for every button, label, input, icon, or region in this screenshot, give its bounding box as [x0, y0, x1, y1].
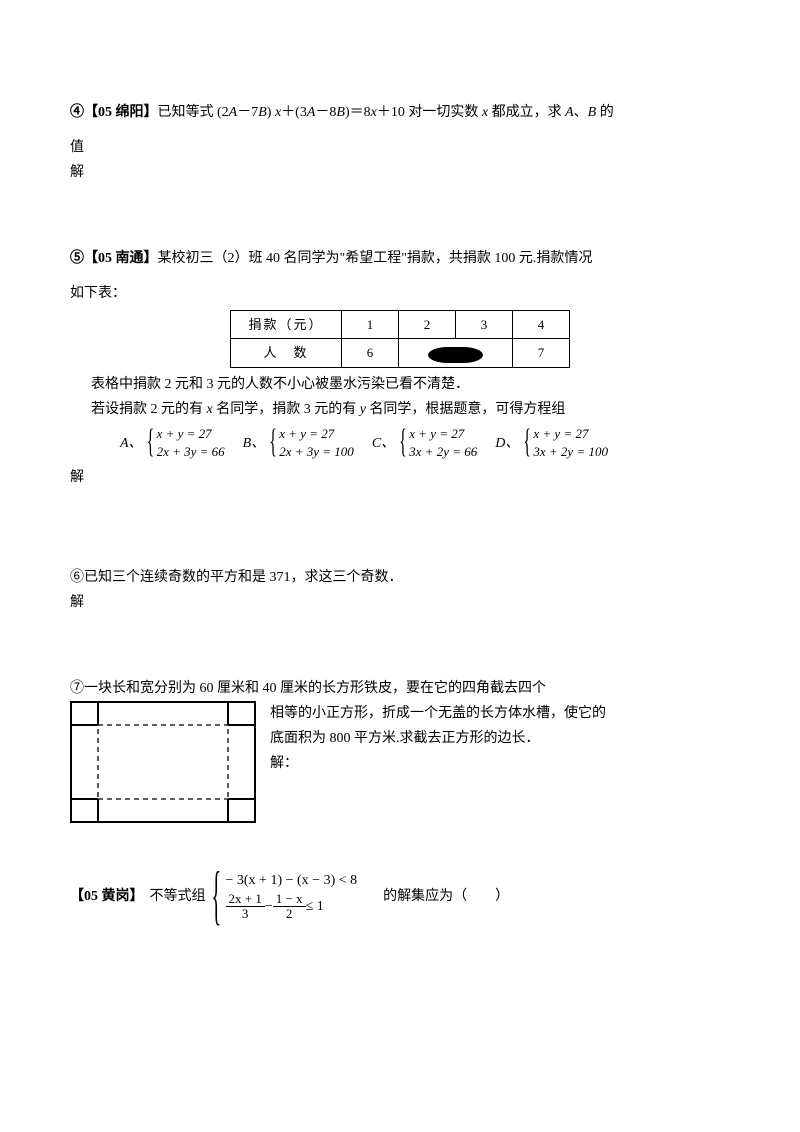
- q5-t2: 如下表：: [70, 281, 730, 306]
- q4-t10: 的: [596, 105, 614, 120]
- frac1: 2x + 1 3: [226, 892, 265, 920]
- choice-b: B、 x + y = 27 2x + 3y = 100: [243, 426, 354, 461]
- th-1: 1: [342, 310, 399, 338]
- q4-t3: ): [267, 105, 275, 120]
- spacer: [70, 186, 730, 246]
- f2n: 1 − x: [273, 892, 306, 907]
- label-c: C、: [372, 431, 395, 456]
- th-label: 捐款（元）: [231, 310, 342, 338]
- q4-t4: ＋(3: [281, 105, 307, 120]
- q4-t7: ＋10 对一切实数: [377, 105, 482, 120]
- a-r2: 2x + 3y = 66: [157, 444, 225, 459]
- ineq-row1: − 3(x + 1) − (x − 3) < 8: [226, 873, 358, 888]
- q4-line3: 解: [70, 160, 730, 185]
- ineq-row2: 2x + 1 3 − 1 − x 2 ≤ 1: [226, 892, 358, 920]
- spacer: [70, 616, 730, 676]
- c-r1: x + y = 27: [409, 426, 464, 441]
- minus: −: [265, 899, 273, 914]
- q4-A1: A: [229, 105, 238, 120]
- th-3: 3: [456, 310, 513, 338]
- d-r1: x + y = 27: [533, 426, 588, 441]
- q4-t5: －8: [315, 105, 336, 120]
- sys-d: x + y = 27 3x + 2y = 100: [523, 426, 608, 461]
- q8-t1: 不等式组: [150, 884, 206, 909]
- sys-c: x + y = 27 3x + 2y = 66: [399, 426, 477, 461]
- f1d: 3: [226, 907, 265, 921]
- label-d: D、: [495, 431, 519, 456]
- q5-prefix: ⑤【05 南通】: [70, 251, 158, 266]
- spacer: [70, 490, 730, 565]
- choice-d: D、 x + y = 27 3x + 2y = 100: [495, 426, 608, 461]
- q8-prefix: 【05 黄岗】: [70, 884, 144, 909]
- q4-t9: 、: [574, 105, 588, 120]
- td-1: 6: [342, 339, 399, 367]
- label-a: A、: [120, 431, 143, 456]
- sys-b: x + y = 27 2x + 3y = 100: [269, 426, 354, 461]
- choice-c: C、 x + y = 27 3x + 2y = 66: [372, 426, 477, 461]
- a-r1: x + y = 27: [157, 426, 212, 441]
- q7-b3: 解：: [270, 751, 730, 776]
- q4-B1: B: [258, 105, 267, 120]
- question-7-line1: ⑦一块长和宽分别为 60 厘米和 40 厘米的长方形铁皮，要在它的四角截去四个: [70, 676, 730, 701]
- question-6: ⑥已知三个连续奇数的平方和是 371，求这三个奇数．: [70, 565, 730, 590]
- td-4: 7: [513, 339, 570, 367]
- q5-n2c: 名同学，根据题意，可得方程组: [366, 402, 566, 417]
- question-7-body: 相等的小正方形，折成一个无盖的长方体水槽，使它的 底面积为 800 平方米.求截…: [70, 701, 730, 823]
- q4-t2: －7: [237, 105, 258, 120]
- q4-line2: 值: [70, 135, 730, 160]
- question-5: ⑤【05 南通】某校初三（2）班 40 名同学为"希望工程"捐款，共捐款 100…: [70, 246, 730, 271]
- q5-choices: A、 x + y = 27 2x + 3y = 66 B、 x + y = 27…: [120, 426, 730, 461]
- q5-ans: 解: [70, 465, 730, 490]
- q7-b2: 底面积为 800 平方米.求截去正方形的边长．: [270, 726, 730, 751]
- f1n: 2x + 1: [226, 892, 265, 907]
- q7-text: 相等的小正方形，折成一个无盖的长方体水槽，使它的 底面积为 800 平方米.求截…: [270, 701, 730, 777]
- question-4: ④【05 绵阳】已知等式 (2A－7B) x＋(3A－8B)＝8x＋10 对一切…: [70, 100, 730, 125]
- c-r2: 3x + 2y = 66: [409, 444, 477, 459]
- label-b: B、: [243, 431, 266, 456]
- ink-blot-icon: [428, 347, 483, 363]
- q4-t8: 都成立，求: [488, 105, 565, 120]
- th-4: 4: [513, 310, 570, 338]
- q5-n2b: 名同学，捐款 3 元的有: [213, 402, 360, 417]
- th-2: 2: [399, 310, 456, 338]
- q5-t1: 某校初三（2）班 40 名同学为"希望工程"捐款，共捐款 100 元.捐款情况: [158, 251, 593, 266]
- q4-A3: A: [565, 105, 574, 120]
- td-blot: [399, 339, 513, 367]
- tail2: ≤ 1: [306, 899, 324, 914]
- q4-t1: 已知等式 (2: [158, 105, 229, 120]
- inequality-system: − 3(x + 1) − (x − 3) < 8 2x + 1 3 − 1 − …: [212, 873, 358, 921]
- sys-a: x + y = 27 2x + 3y = 66: [147, 426, 225, 461]
- choice-a: A、 x + y = 27 2x + 3y = 66: [120, 426, 225, 461]
- q5-note2: 若设捐款 2 元的有 x 名同学，捐款 3 元的有 y 名同学，根据题意，可得方…: [70, 397, 730, 422]
- q4-B3: B: [588, 105, 597, 120]
- q4-B2: B: [336, 105, 345, 120]
- q6-ans: 解: [70, 590, 730, 615]
- q5-note1: 表格中捐款 2 元和 3 元的人数不小心被墨水污染已看不清楚．: [70, 372, 730, 397]
- td-label: 人 数: [231, 339, 342, 367]
- rectangle-cutout-diagram: [70, 701, 256, 823]
- q4-t6: )＝8: [345, 105, 371, 120]
- q5-n2a: 若设捐款 2 元的有: [91, 402, 207, 417]
- page-content: ④【05 绵阳】已知等式 (2A－7B) x＋(3A－8B)＝8x＋10 对一切…: [0, 0, 800, 961]
- table-row: 人 数 6 7: [231, 339, 570, 367]
- frac2: 1 − x 2: [273, 892, 306, 920]
- b-r2: 2x + 3y = 100: [279, 444, 354, 459]
- table-row: 捐款（元） 1 2 3 4: [231, 310, 570, 338]
- d-r2: 3x + 2y = 100: [533, 444, 608, 459]
- q7-b1: 相等的小正方形，折成一个无盖的长方体水槽，使它的: [270, 701, 730, 726]
- b-r1: x + y = 27: [279, 426, 334, 441]
- q8-t2: 的解集应为（ ）: [383, 884, 509, 909]
- f2d: 2: [273, 907, 306, 921]
- question-8: 【05 黄岗】 不等式组 − 3(x + 1) − (x − 3) < 8 2x…: [70, 873, 730, 921]
- q4-prefix: ④【05 绵阳】: [70, 105, 158, 120]
- donation-table: 捐款（元） 1 2 3 4 人 数 6 7: [230, 310, 570, 368]
